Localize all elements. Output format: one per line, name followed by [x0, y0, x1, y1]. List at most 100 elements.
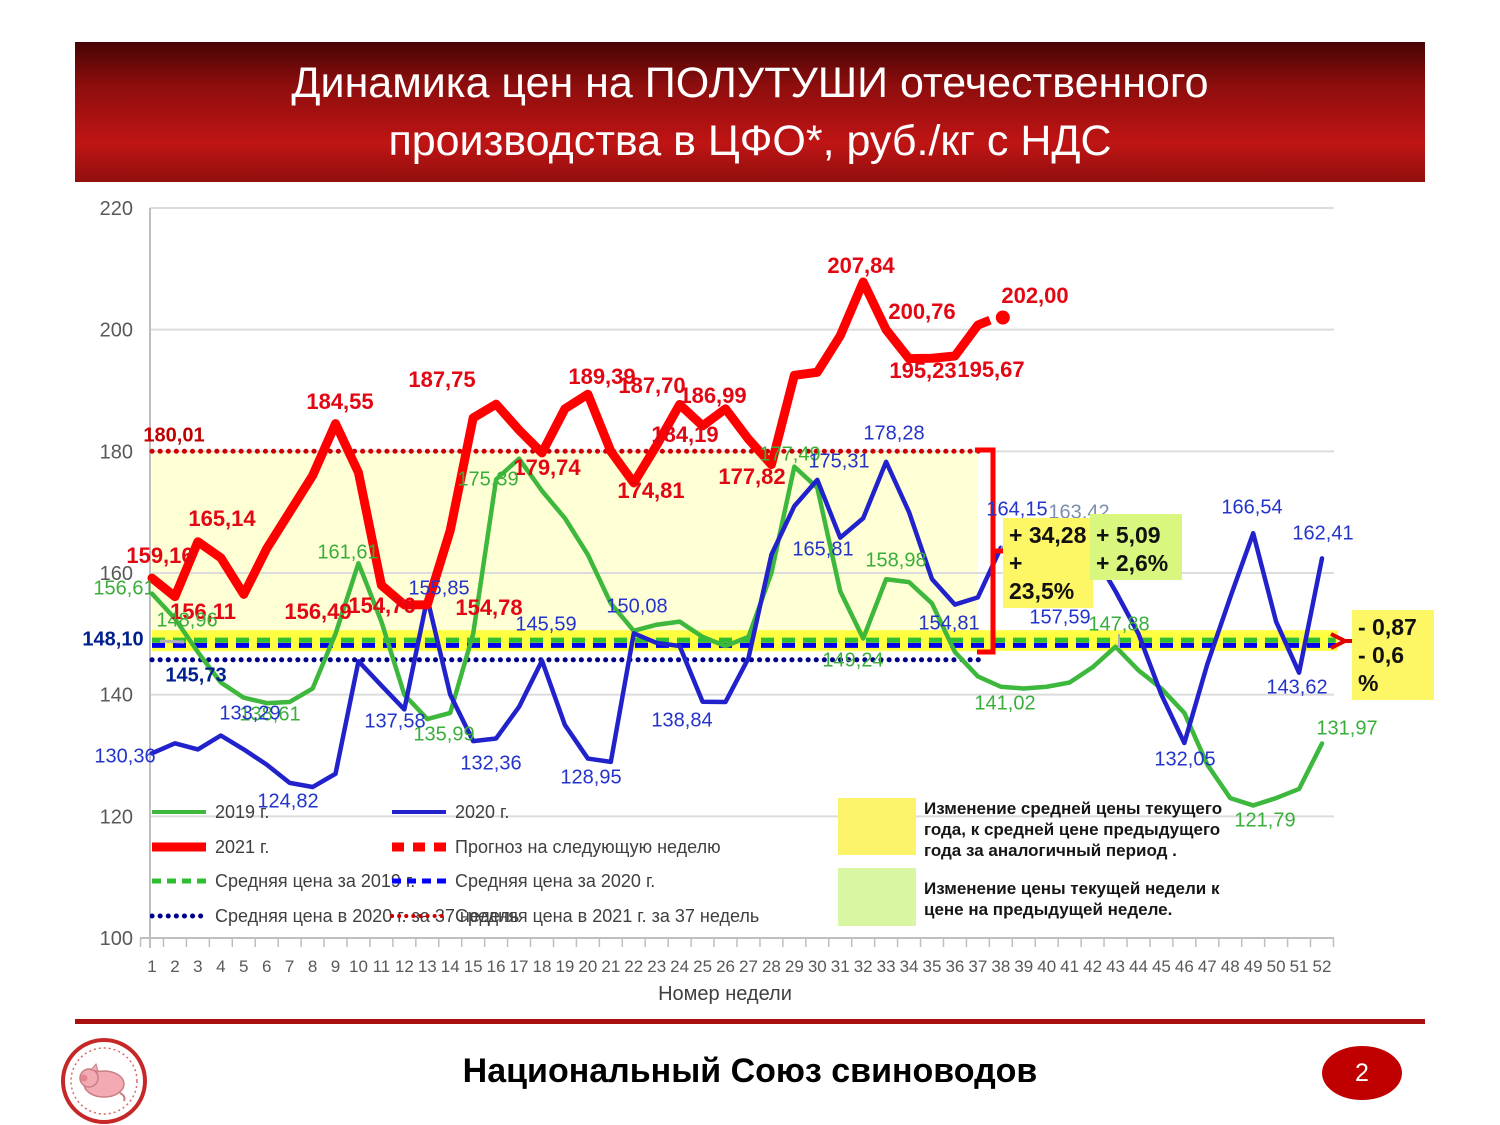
x-tick-label: 21 — [601, 957, 620, 976]
data-label: 175,39 — [457, 468, 519, 491]
x-tick-label: 37 — [968, 957, 987, 976]
data-label: 143,62 — [1266, 676, 1328, 699]
data-label: 141,02 — [974, 692, 1036, 715]
data-label: 165,81 — [792, 538, 854, 561]
x-tick-label: 7 — [285, 957, 294, 976]
x-tick-label: 19 — [555, 957, 574, 976]
legend-label: 2020 г. — [455, 801, 510, 822]
x-tick-label: 38 — [991, 957, 1010, 976]
x-tick-label: 23 — [647, 957, 666, 976]
x-tick-label: 32 — [854, 957, 873, 976]
x-tick-label: 36 — [945, 957, 964, 976]
avg-diff-pct: - 0,6 % — [1358, 642, 1405, 696]
data-label: 128,95 — [560, 766, 622, 789]
x-tick-label: 50 — [1267, 957, 1286, 976]
legend-swatch-solid-blue — [392, 810, 446, 814]
page-title-line-2: производства в ЦФО*, руб./кг с НДС — [388, 117, 1112, 165]
yoy-legend-swatch — [838, 798, 916, 855]
data-label: 154,81 — [918, 612, 980, 635]
wow-legend-swatch — [838, 868, 916, 926]
data-label: 184,19 — [651, 422, 719, 447]
legend-label: Средняя цена за 2020 г. — [455, 870, 656, 891]
y-tick-label: 220 — [100, 198, 133, 220]
data-label: 175,31 — [808, 450, 870, 473]
x-tick-label: 15 — [464, 957, 483, 976]
data-label: 195,23 — [889, 358, 957, 383]
data-label: 186,99 — [679, 383, 747, 408]
data-label: 159,16 — [126, 543, 194, 568]
wow-change-callout: + 5,09 + 2,6% — [1090, 514, 1182, 580]
x-tick-label: 14 — [441, 957, 460, 976]
data-label: 135,99 — [413, 723, 475, 746]
y-tick-label: 120 — [100, 806, 133, 828]
legend-swatch-dot-darkred — [390, 914, 448, 918]
x-tick-label: 46 — [1175, 957, 1194, 976]
data-label: 138,84 — [651, 709, 713, 732]
data-label: 145,59 — [515, 613, 577, 636]
data-label: 121,79 — [1234, 809, 1296, 832]
legend-label: 2021 г. — [215, 836, 270, 857]
data-label: 137,58 — [364, 710, 426, 733]
data-label: 130,36 — [94, 745, 156, 768]
x-tick-label: 10 — [349, 957, 368, 976]
legend-label: 2019 г. — [215, 801, 270, 822]
data-label: 184,55 — [306, 389, 374, 414]
data-label: 124,82 — [257, 790, 319, 813]
x-tick-label: 11 — [373, 957, 391, 976]
data-label: 148,10 — [82, 628, 144, 651]
data-label: 166,54 — [1221, 496, 1283, 519]
data-label: 147,88 — [1088, 613, 1150, 636]
wow-pct: + 2,6% — [1096, 550, 1169, 576]
legend-item-4: Средняя цена за 2019 г. — [150, 866, 415, 896]
data-label: 150,08 — [606, 595, 668, 618]
legend-item-5: Средняя цена за 2020 г. — [390, 866, 655, 896]
legend-label: Средняя цена за 2019 г. — [215, 870, 416, 891]
legend-label: Прогноз на следующую неделю — [455, 836, 721, 857]
data-label: 200,76 — [888, 299, 956, 324]
x-tick-label: 27 — [739, 957, 758, 976]
x-tick-label: 42 — [1083, 957, 1102, 976]
union-logo — [61, 1038, 147, 1124]
data-label: 187,75 — [408, 367, 476, 392]
data-label: 156,61 — [93, 577, 155, 600]
y-tick-label: 140 — [100, 685, 133, 707]
legend-swatch-dash-green — [152, 878, 206, 884]
x-tick-label: 13 — [418, 957, 437, 976]
x-tick-label: 40 — [1037, 957, 1056, 976]
x-tick-label: 45 — [1152, 957, 1171, 976]
data-label: 158,98 — [865, 549, 927, 572]
legend-item-7: Средняя цена в 2021 г. за 37 недель — [390, 901, 759, 931]
x-tick-label: 30 — [808, 957, 827, 976]
x-tick-label: 22 — [624, 957, 643, 976]
data-label: 156,49 — [284, 599, 352, 624]
x-tick-label: 39 — [1014, 957, 1033, 976]
data-label: 157,59 — [1029, 606, 1091, 629]
legend-swatch-solid-green — [152, 810, 206, 814]
wow-abs: + 5,09 — [1096, 522, 1161, 548]
data-label: 156,11 — [169, 599, 237, 624]
data-label: 133,29 — [219, 702, 281, 725]
data-label: 154,76 — [348, 593, 416, 618]
data-label: 154,78 — [455, 595, 523, 620]
x-tick-label: 6 — [262, 957, 271, 976]
data-label: 195,67 — [957, 357, 1025, 382]
highlight-region-0 — [152, 451, 978, 653]
page-title-line-1: Динамика цен на ПОЛУТУШИ отечественного — [291, 59, 1209, 107]
y-tick-label: 180 — [100, 441, 133, 463]
data-label: 155,85 — [408, 577, 470, 600]
avg-diff-abs: - 0,87 — [1358, 614, 1417, 640]
x-tick-label: 52 — [1313, 957, 1332, 976]
data-label: 145,73 — [165, 664, 227, 687]
x-tick-label: 9 — [331, 957, 340, 976]
data-label: 131,97 — [1316, 717, 1378, 740]
yoy-change-callout: + 34,28 + 23,5% — [1003, 518, 1093, 608]
x-tick-label: 41 — [1060, 957, 1079, 976]
slide-header: Динамика цен на ПОЛУТУШИ отечественного … — [75, 42, 1425, 182]
data-label: 177,49 — [759, 443, 821, 466]
x-tick-label: 24 — [670, 957, 689, 976]
footer-divider — [75, 1019, 1425, 1024]
legend-item-3: Прогноз на следующую неделю — [390, 832, 721, 862]
x-tick-label: 35 — [923, 957, 942, 976]
yoy-legend-text: Изменение средней цены текущего года, к … — [924, 799, 1223, 860]
